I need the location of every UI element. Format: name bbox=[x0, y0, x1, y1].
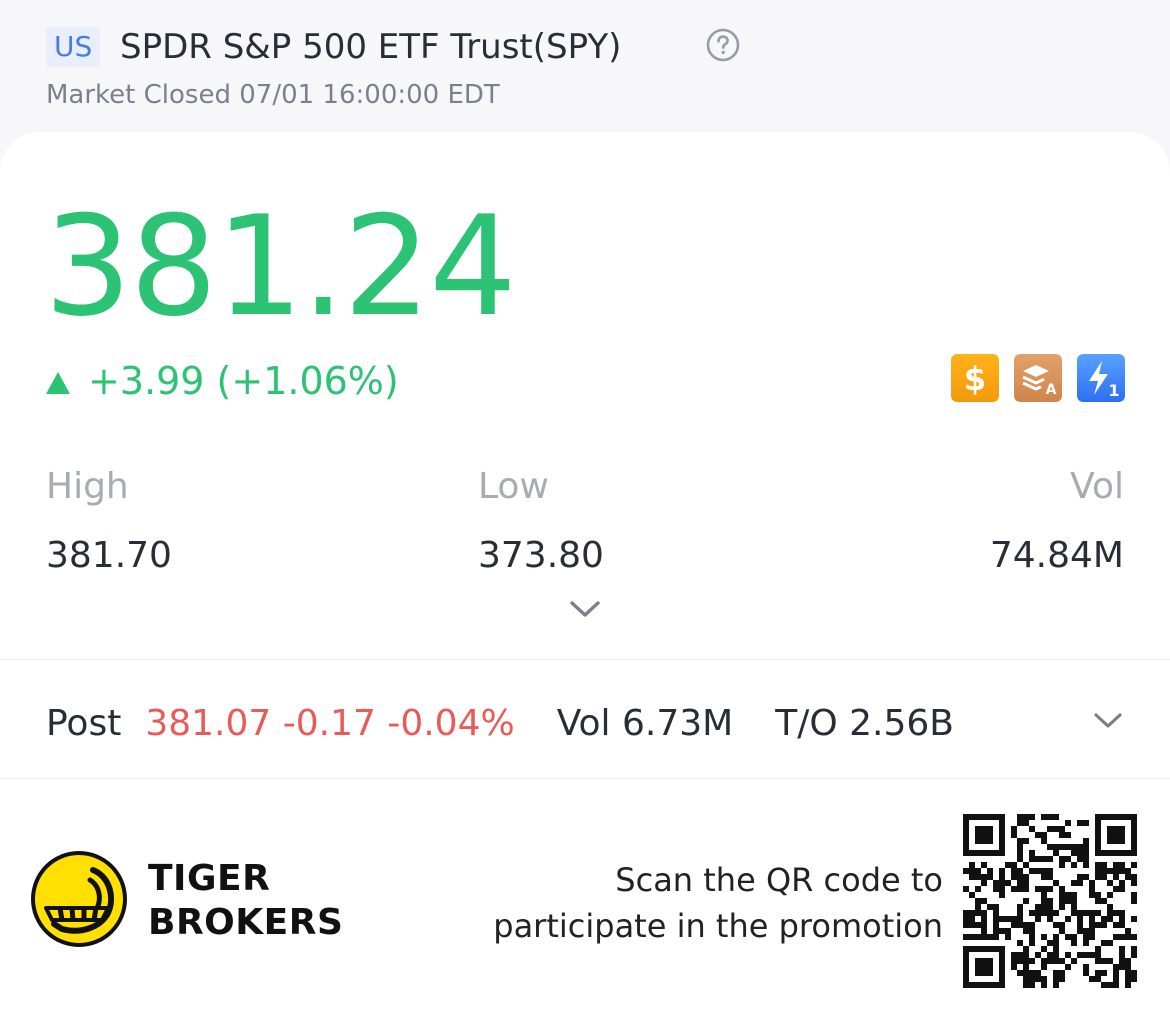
svg-text:1: 1 bbox=[1108, 381, 1119, 400]
feature-badges: $ A bbox=[951, 354, 1125, 402]
help-circle-icon[interactable] bbox=[706, 28, 740, 62]
brand-name: TIGER BROKERS bbox=[148, 857, 343, 945]
layers-a-badge-icon[interactable]: A bbox=[1014, 354, 1062, 402]
last-price: 381.24 bbox=[44, 186, 517, 347]
divider bbox=[0, 659, 1170, 660]
brand-line-2: BROKERS bbox=[148, 902, 344, 943]
promo-text: Scan the QR code to participate in the p… bbox=[493, 857, 943, 949]
chevron-down-icon[interactable] bbox=[1092, 710, 1124, 732]
low-label: Low bbox=[478, 466, 549, 507]
svg-text:A: A bbox=[1046, 382, 1057, 398]
post-market-turnover: T/O 2.56B bbox=[775, 703, 954, 744]
qr-code-icon bbox=[963, 814, 1137, 988]
svg-text:$: $ bbox=[964, 360, 986, 398]
market-badge: US bbox=[46, 27, 101, 67]
dollar-badge-icon[interactable]: $ bbox=[951, 354, 999, 402]
brand-line-1: TIGER bbox=[148, 858, 271, 899]
quote-card: 381.24 +3.99 (+1.06%) $ bbox=[0, 132, 1170, 1020]
high-value: 381.70 bbox=[46, 535, 172, 576]
lightning-1-badge-icon[interactable]: 1 bbox=[1077, 354, 1125, 402]
stock-title: SPDR S&P 500 ETF Trust(SPY) bbox=[120, 27, 622, 67]
low-value: 373.80 bbox=[478, 535, 604, 576]
price-change: +3.99 (+1.06%) bbox=[88, 359, 399, 403]
post-market-volume: Vol 6.73M bbox=[556, 703, 734, 744]
divider bbox=[0, 778, 1170, 779]
high-label: High bbox=[46, 466, 129, 507]
post-market-row[interactable]: Post 381.07 -0.17 -0.04% Vol 6.73M T/O 2… bbox=[46, 700, 954, 748]
price-change-row: +3.99 (+1.06%) bbox=[46, 356, 399, 406]
chevron-down-icon[interactable] bbox=[568, 598, 602, 620]
vol-value: 74.84M bbox=[989, 535, 1124, 576]
post-label: Post bbox=[46, 703, 122, 744]
market-status: Market Closed 07/01 16:00:00 EDT bbox=[46, 80, 500, 110]
header: US SPDR S&P 500 ETF Trust(SPY) Market Cl… bbox=[0, 0, 1170, 140]
post-market-change: 381.07 -0.17 -0.04% bbox=[145, 703, 515, 744]
up-arrow-icon bbox=[46, 372, 70, 394]
promo-line-1: Scan the QR code to bbox=[615, 861, 943, 899]
vol-label: Vol bbox=[1070, 466, 1124, 507]
tiger-logo-icon bbox=[31, 851, 127, 947]
promo-line-2: participate in the promotion bbox=[493, 907, 943, 945]
